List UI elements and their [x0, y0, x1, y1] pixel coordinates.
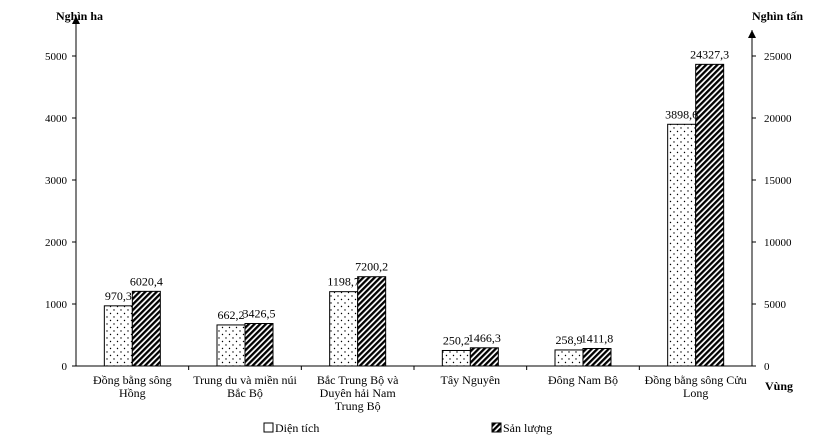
- left-tick-label: 3000: [45, 175, 68, 187]
- legend-swatch-san-luong: [491, 422, 502, 433]
- bar-dien-tich: [667, 123, 697, 367]
- bar-san-luong: [357, 276, 387, 367]
- right-tick-label: 15000: [764, 175, 792, 187]
- category-label: Long: [683, 386, 708, 400]
- bar-san-luong: [469, 347, 499, 367]
- left-tick-label: 2000: [45, 237, 68, 249]
- category-label: Bắc Bộ: [227, 386, 263, 400]
- left-tick-label: 0: [62, 361, 68, 373]
- legend-label-san-luong: Sản lượng: [503, 421, 552, 435]
- right-axis-arrow: [748, 30, 756, 38]
- left-tick-label: 1000: [45, 299, 68, 311]
- data-label-san-luong: 6020,4: [130, 274, 163, 288]
- data-label-dien-tich: 970,3: [105, 289, 132, 303]
- data-label-dien-tich: 662,2: [218, 308, 245, 322]
- category-label: Đông Nam Bộ: [548, 373, 618, 387]
- bar-san-luong: [131, 290, 161, 367]
- left-tick-label: 5000: [45, 51, 68, 63]
- legend-swatch-dien-tich: [263, 422, 274, 433]
- bars: [103, 63, 725, 367]
- category-label: Trung Bộ: [335, 399, 381, 413]
- category-label: Bắc Trung Bộ và: [317, 373, 399, 387]
- bar-san-luong: [582, 347, 612, 367]
- bar-san-luong: [244, 323, 274, 367]
- right-tick-label: 0: [764, 361, 770, 373]
- data-label-san-luong: 7200,2: [355, 260, 388, 274]
- data-label-san-luong: 3426,5: [243, 307, 276, 321]
- right-tick-label: 25000: [764, 51, 792, 63]
- left-tick-label: 4000: [45, 113, 68, 125]
- category-label: Đồng bằng sông: [93, 373, 172, 387]
- bar-san-luong: [695, 63, 725, 367]
- right-axis-unit: Nghìn tấn: [752, 9, 803, 23]
- data-label-dien-tich: 258,9: [556, 333, 583, 347]
- category-label: Trung du và miền núi: [193, 373, 297, 387]
- category-label: Tây Nguyên: [441, 373, 501, 387]
- data-label-dien-tich: 1198,7: [327, 275, 360, 289]
- left-axis-unit: Nghìn ha: [56, 9, 103, 23]
- legend-label-dien-tich: Diện tích: [275, 421, 319, 435]
- right-tick-label: 10000: [764, 237, 792, 249]
- left-axis-arrow: [72, 16, 80, 24]
- data-label-san-luong: 24327,3: [690, 47, 729, 61]
- data-label-san-luong: 1411,8: [581, 331, 614, 345]
- category-label: Duyên hải Nam: [320, 386, 397, 400]
- axes: Nghìn ha Nghìn tấn Vùng 0 1000 2000 3000 4000 50…: [45, 9, 803, 393]
- data-label-san-luong: 1466,3: [468, 331, 501, 345]
- legend: Diện tích Sản lượng: [263, 421, 552, 435]
- bar-dien-tich: [554, 349, 584, 367]
- category-label: Hồng: [119, 386, 146, 400]
- bar-dien-tich: [216, 324, 246, 367]
- data-label-dien-tich: 3898,6: [665, 107, 698, 121]
- right-tick-label: 20000: [764, 113, 792, 125]
- data-label-dien-tich: 250,2: [443, 333, 470, 347]
- bar-dien-tich: [441, 349, 471, 367]
- bar-dien-tich: [103, 305, 133, 367]
- bar-dien-tich: [329, 291, 359, 367]
- category-label: Đồng bằng sông Cửu: [645, 373, 747, 387]
- right-tick-label: 5000: [764, 299, 787, 311]
- x-axis-label: Vùng: [765, 379, 793, 393]
